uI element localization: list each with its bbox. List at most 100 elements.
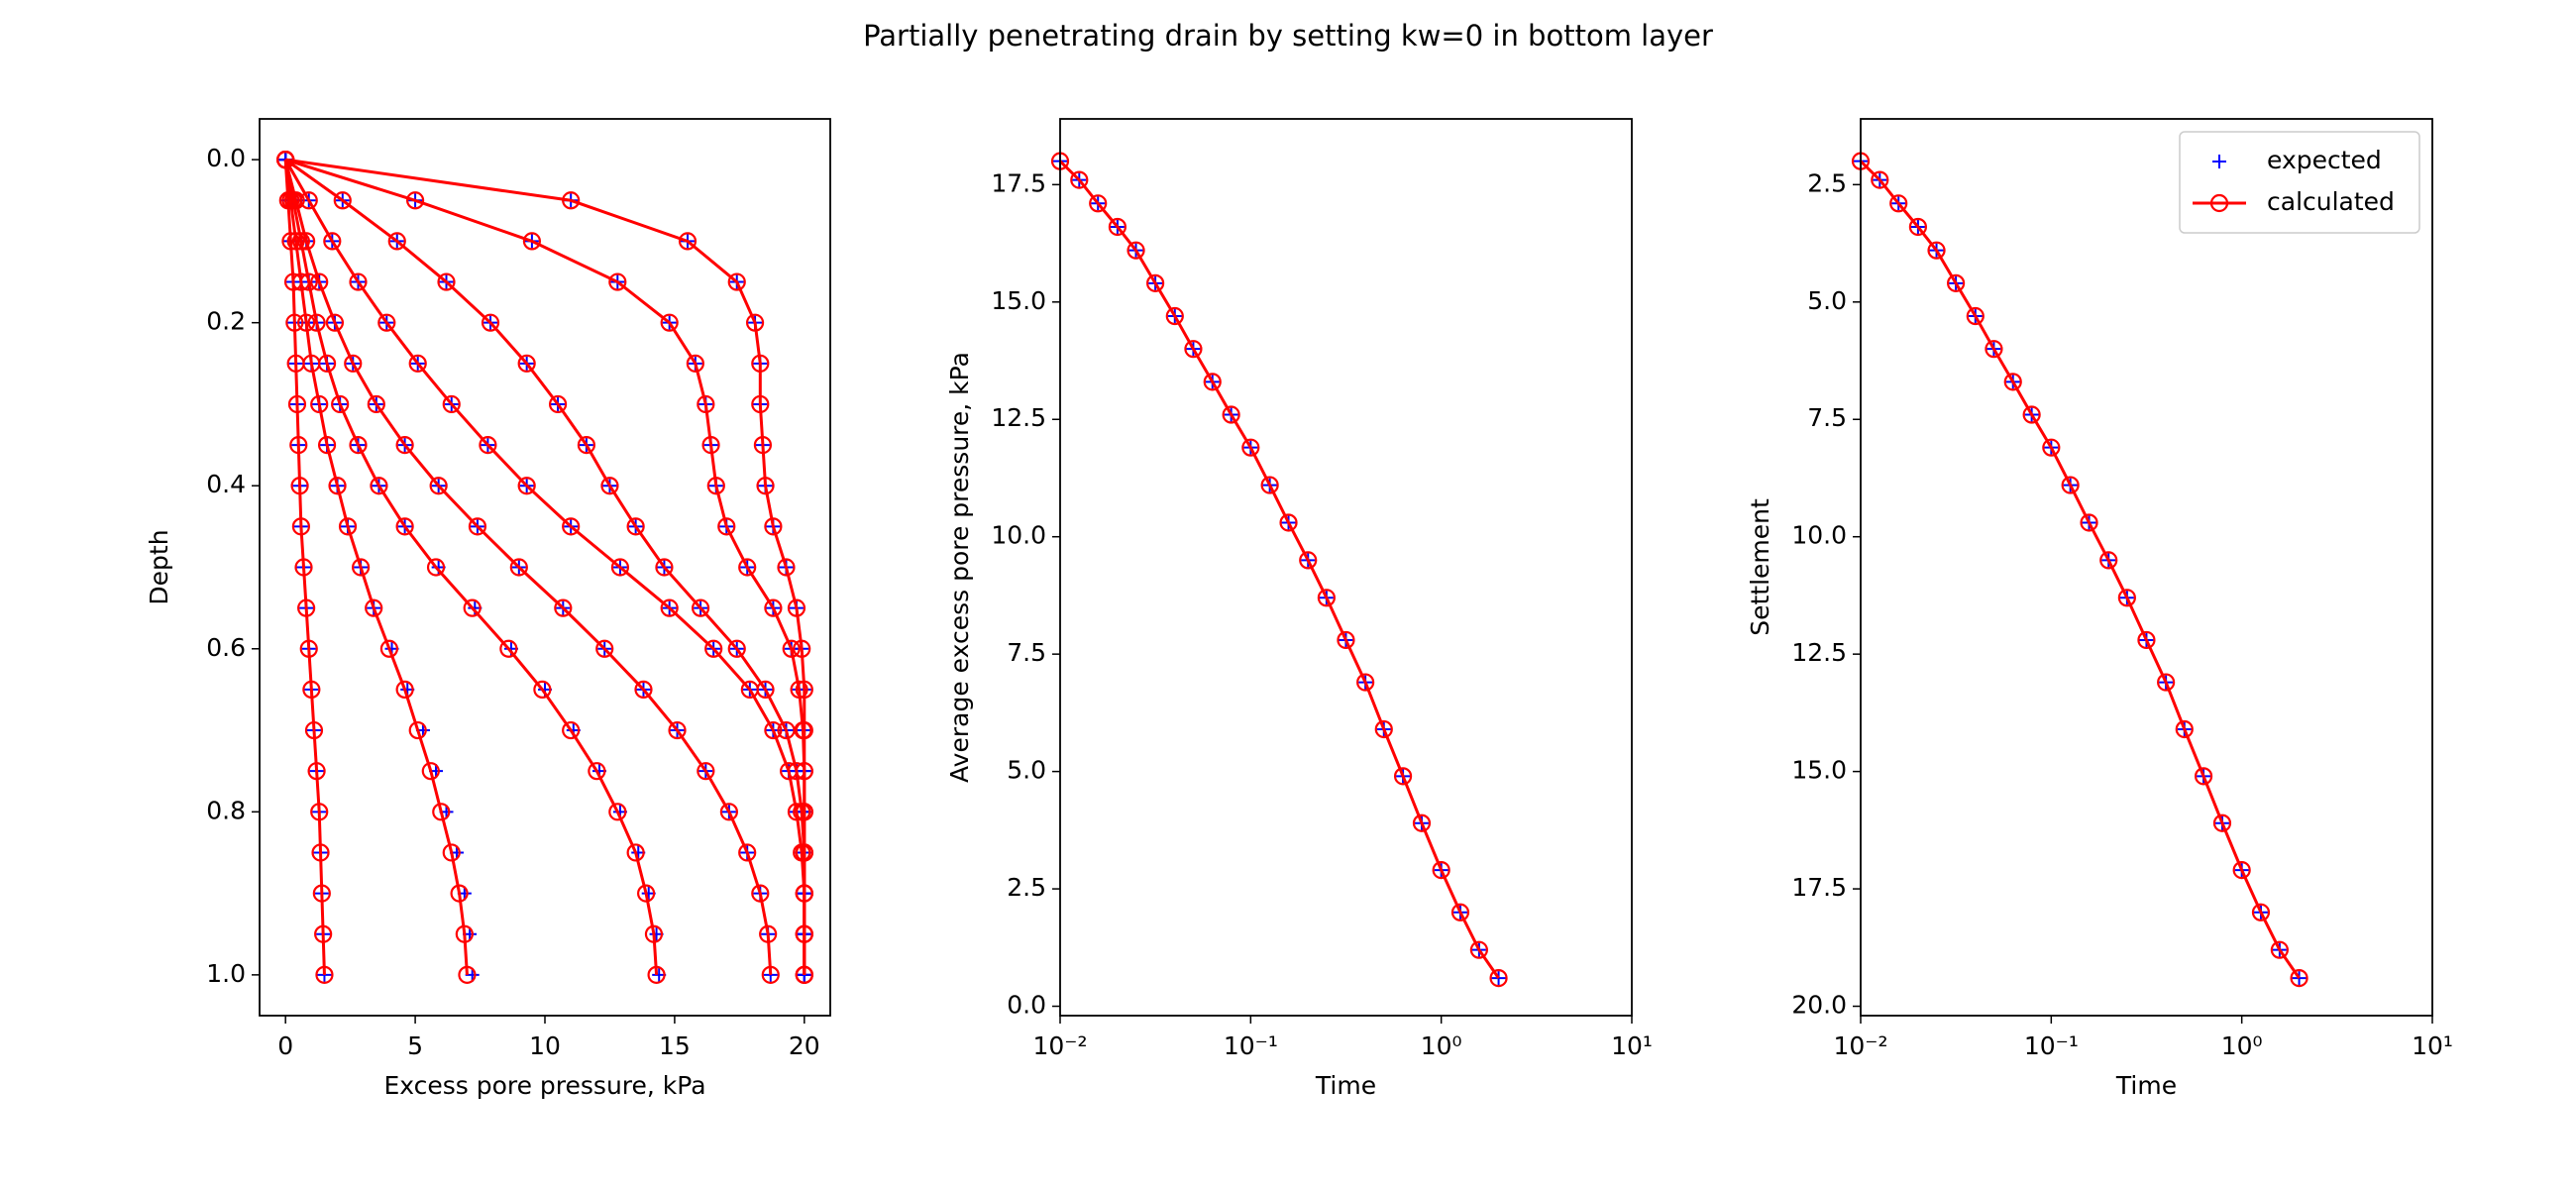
legend-label: calculated xyxy=(2267,187,2395,216)
marker-circle xyxy=(795,884,813,903)
marker-circle xyxy=(795,720,813,740)
marker-circle xyxy=(286,232,305,251)
marker-circle xyxy=(562,517,581,536)
x-tick-label: 15 xyxy=(659,1031,691,1060)
marker-circle xyxy=(1184,340,1203,359)
plot-area xyxy=(276,151,813,984)
y-tick-label: 5.0 xyxy=(1807,286,1847,315)
axes-frame xyxy=(259,118,831,1017)
marker-circle xyxy=(719,803,738,821)
marker-circle xyxy=(647,965,666,984)
marker-circle xyxy=(691,598,710,617)
marker-circle xyxy=(626,843,645,862)
x-tick-label: 10⁰ xyxy=(1421,1031,1462,1060)
marker-circle xyxy=(756,477,775,495)
marker-circle xyxy=(328,477,347,495)
marker-circle xyxy=(310,394,329,414)
marker-circle xyxy=(421,762,440,781)
marker-circle xyxy=(426,558,446,577)
marker-circle xyxy=(1985,340,2003,359)
marker-circle xyxy=(522,232,542,251)
marker-circle xyxy=(395,680,414,700)
marker-circle xyxy=(395,517,414,536)
marker-circle xyxy=(2137,630,2156,650)
series-line xyxy=(283,160,326,975)
marker-circle xyxy=(701,435,720,455)
marker-circle xyxy=(2117,589,2136,607)
marker-circle xyxy=(727,639,746,658)
marker-circle xyxy=(1432,861,1450,880)
series-line xyxy=(283,159,659,975)
legend: expected calculated xyxy=(2179,131,2420,234)
marker-circle xyxy=(706,477,725,495)
marker-circle xyxy=(442,394,461,414)
marker-circle xyxy=(610,558,630,577)
y-tick-label: 7.5 xyxy=(1007,638,1046,667)
marker-circle xyxy=(1966,306,1985,326)
y-axis-label: Settlement xyxy=(1746,498,1774,636)
marker-circle xyxy=(290,477,309,495)
marker-circle xyxy=(299,191,318,210)
x-axis-label: Time xyxy=(2115,1071,2177,1100)
series-line xyxy=(283,159,469,975)
y-tick-label: 0.2 xyxy=(206,307,246,336)
marker-circle xyxy=(1871,170,1889,189)
marker-circle xyxy=(312,884,331,903)
y-tick-label: 12.5 xyxy=(991,403,1046,432)
marker-circle xyxy=(2232,861,2251,880)
figure-title: Partially penetrating drain by setting k… xyxy=(863,19,1713,53)
marker-circle xyxy=(408,720,427,740)
marker-circle xyxy=(379,639,399,658)
marker-circle xyxy=(2175,719,2194,739)
y-tick-label: 0.8 xyxy=(206,796,246,824)
x-tick-label: 10⁻² xyxy=(1833,1031,1887,1060)
marker-circle xyxy=(717,517,736,536)
marker-circle xyxy=(697,394,715,414)
marker-circle xyxy=(331,394,350,414)
marker-circle xyxy=(548,394,568,414)
marker-circle xyxy=(1070,170,1089,189)
marker-circle xyxy=(745,313,765,332)
marker-circle xyxy=(644,924,664,943)
marker-circle xyxy=(697,762,715,781)
y-tick-label: 15.0 xyxy=(1791,756,1847,785)
marker-circle xyxy=(634,680,653,700)
marker-circle xyxy=(608,803,627,821)
marker-circle xyxy=(787,598,806,617)
marker-circle xyxy=(297,313,316,332)
x-axis-label: Time xyxy=(1315,1071,1376,1100)
marker-circle xyxy=(1393,767,1413,786)
y-tick-label: 0.6 xyxy=(206,633,246,662)
axes: 0 5 10 15 20 0.0 0.2 0.4 0.6 0.8 1.0 Excess pore pr… xyxy=(145,144,820,1100)
marker-circle xyxy=(287,394,307,414)
marker-circle xyxy=(297,598,316,617)
marker-circle xyxy=(2003,373,2022,391)
marker-circle xyxy=(450,884,469,903)
marker-circle xyxy=(2270,940,2289,959)
marker-circle xyxy=(317,354,337,373)
marker-circle xyxy=(795,762,813,781)
marker-circle xyxy=(311,843,330,862)
marker-circle xyxy=(481,313,500,332)
marker-circle xyxy=(777,558,796,577)
y-axis-label: Depth xyxy=(145,529,173,604)
legend-label: expected xyxy=(2267,146,2382,174)
marker-circle xyxy=(795,680,813,700)
y-tick-label: 2.5 xyxy=(1007,873,1046,902)
series-line xyxy=(283,159,773,975)
marker-circle xyxy=(751,884,770,903)
marker-circle xyxy=(463,598,482,617)
marker-circle xyxy=(759,924,778,943)
marker-circle xyxy=(761,965,780,984)
marker-circle xyxy=(2061,476,2080,494)
marker-circle xyxy=(1108,217,1127,237)
marker-circle xyxy=(1165,306,1184,326)
axes-frame xyxy=(1059,118,1633,1017)
marker-circle xyxy=(782,639,801,658)
marker-circle xyxy=(795,965,813,984)
marker-circle xyxy=(1299,551,1318,570)
marker-circle xyxy=(1337,630,1355,650)
marker-circle xyxy=(352,558,371,577)
series-line xyxy=(283,159,806,975)
